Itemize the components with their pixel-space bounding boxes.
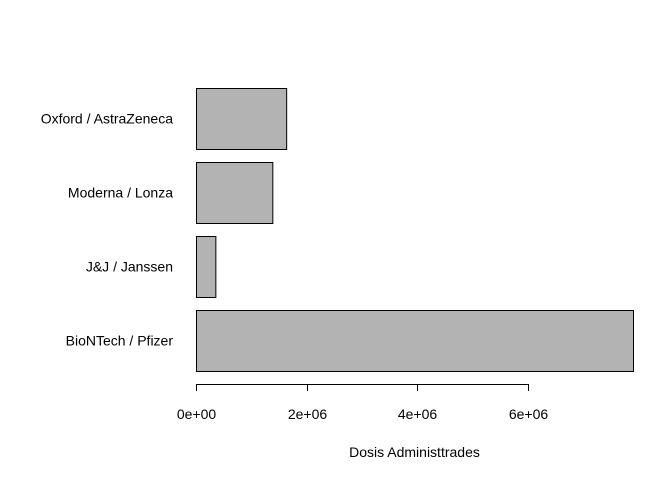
category-label-0: BioNTech / Pfizer	[66, 333, 174, 349]
x-tick-label-0: 0e+00	[177, 406, 217, 422]
x-tick-label-2: 4e+06	[398, 406, 438, 422]
category-labels-layer: BioNTech / Pfizer J&J / Janssen Moderna / …	[41, 111, 174, 349]
bars-layer	[196, 88, 634, 372]
x-tick-label-3: 6e+06	[509, 406, 549, 422]
category-label-2: Moderna / Lonza	[68, 185, 173, 201]
bar-3	[196, 88, 288, 150]
category-label-1: J&J / Janssen	[86, 259, 173, 275]
category-label-3: Oxford / AstraZeneca	[41, 111, 173, 127]
bar-1	[196, 236, 217, 298]
x-tick-label-1: 2e+06	[288, 406, 328, 422]
bar-2	[196, 162, 274, 224]
bar-0	[196, 310, 634, 372]
x-axis-title: Dosis Administtrades	[349, 444, 480, 460]
x-axis: 0e+00 2e+06 4e+06 6e+06	[177, 384, 549, 422]
